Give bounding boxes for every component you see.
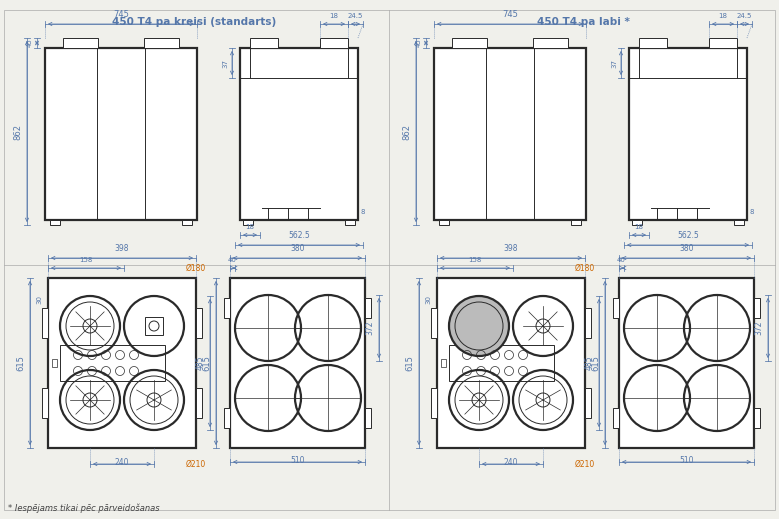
Bar <box>632 220 642 225</box>
Bar <box>60 345 165 381</box>
Bar <box>629 48 747 220</box>
Bar <box>224 408 230 428</box>
Text: 380: 380 <box>679 244 694 253</box>
Bar <box>613 408 619 428</box>
Bar <box>734 220 744 225</box>
Text: 18: 18 <box>245 224 255 230</box>
Text: 45: 45 <box>27 38 33 47</box>
Text: 372: 372 <box>365 321 374 335</box>
Bar <box>431 388 437 418</box>
Text: Ø210: Ø210 <box>575 459 595 469</box>
Bar <box>585 308 591 338</box>
Circle shape <box>455 302 503 350</box>
Text: 8: 8 <box>750 209 755 215</box>
Bar <box>613 298 619 318</box>
Bar <box>754 298 760 318</box>
Bar <box>250 38 278 48</box>
Bar <box>45 48 197 220</box>
Text: 18: 18 <box>330 13 339 19</box>
Bar <box>449 345 554 381</box>
Text: 745: 745 <box>113 10 129 19</box>
Bar <box>230 278 365 448</box>
Text: 45: 45 <box>416 38 422 47</box>
Text: 24.5: 24.5 <box>737 13 753 19</box>
Text: 450 T4 pa kreisi (standarts): 450 T4 pa kreisi (standarts) <box>112 17 276 27</box>
Text: 18: 18 <box>635 224 643 230</box>
Text: 158: 158 <box>468 257 481 263</box>
Text: 615: 615 <box>405 355 414 371</box>
Circle shape <box>449 296 509 356</box>
Text: 8: 8 <box>361 209 365 215</box>
Text: 24.5: 24.5 <box>347 13 363 19</box>
Bar <box>320 38 348 48</box>
Bar <box>365 298 371 318</box>
Bar <box>50 220 60 225</box>
Text: 240: 240 <box>504 458 518 467</box>
Text: 450 T4 pa labi *: 450 T4 pa labi * <box>537 17 629 27</box>
Bar <box>63 38 98 48</box>
Text: 398: 398 <box>115 244 129 253</box>
Bar <box>144 38 179 48</box>
Bar <box>639 38 667 48</box>
Text: 615: 615 <box>16 355 25 371</box>
Bar <box>439 220 449 225</box>
Bar <box>48 278 196 448</box>
Bar <box>431 308 437 338</box>
Bar <box>365 408 371 428</box>
Bar <box>437 278 585 448</box>
Text: 30: 30 <box>36 295 42 305</box>
Bar <box>224 298 230 318</box>
Bar <box>441 359 446 367</box>
Bar <box>182 220 192 225</box>
Text: 380: 380 <box>291 244 305 253</box>
Text: Ø180: Ø180 <box>575 264 595 272</box>
Text: 485: 485 <box>196 356 205 370</box>
Text: 40: 40 <box>228 257 237 263</box>
Bar <box>52 359 57 367</box>
Text: 562.5: 562.5 <box>677 231 699 240</box>
Bar <box>196 308 202 338</box>
Bar <box>571 220 581 225</box>
Text: 398: 398 <box>504 244 518 253</box>
Bar <box>452 38 487 48</box>
Text: 158: 158 <box>79 257 93 263</box>
Text: 862: 862 <box>402 124 411 140</box>
Text: * Iespējams tikai pēc pārveidošanas: * Iespējams tikai pēc pārveidošanas <box>8 503 160 513</box>
Bar <box>585 388 591 418</box>
Text: 615: 615 <box>202 355 211 371</box>
Text: 745: 745 <box>502 10 518 19</box>
Text: 615: 615 <box>591 355 600 371</box>
Bar <box>434 48 586 220</box>
Bar <box>709 38 737 48</box>
Bar <box>145 317 163 335</box>
Text: Ø210: Ø210 <box>186 459 206 469</box>
Bar <box>619 278 754 448</box>
Text: Ø180: Ø180 <box>186 264 206 272</box>
Text: 562.5: 562.5 <box>288 231 310 240</box>
Bar <box>42 308 48 338</box>
Text: 240: 240 <box>115 458 129 467</box>
Bar <box>196 388 202 418</box>
Text: 18: 18 <box>718 13 728 19</box>
Text: 40: 40 <box>617 257 626 263</box>
Text: 862: 862 <box>13 124 22 140</box>
Text: 37: 37 <box>222 59 228 67</box>
Text: 372: 372 <box>754 321 763 335</box>
Bar <box>345 220 355 225</box>
Text: 37: 37 <box>611 59 617 67</box>
Bar <box>243 220 253 225</box>
Bar <box>754 408 760 428</box>
Bar <box>533 38 568 48</box>
Bar <box>42 388 48 418</box>
Text: 485: 485 <box>585 356 594 370</box>
Text: 510: 510 <box>679 456 694 465</box>
Text: 510: 510 <box>291 456 305 465</box>
Text: 30: 30 <box>425 295 431 305</box>
Bar <box>240 48 358 220</box>
